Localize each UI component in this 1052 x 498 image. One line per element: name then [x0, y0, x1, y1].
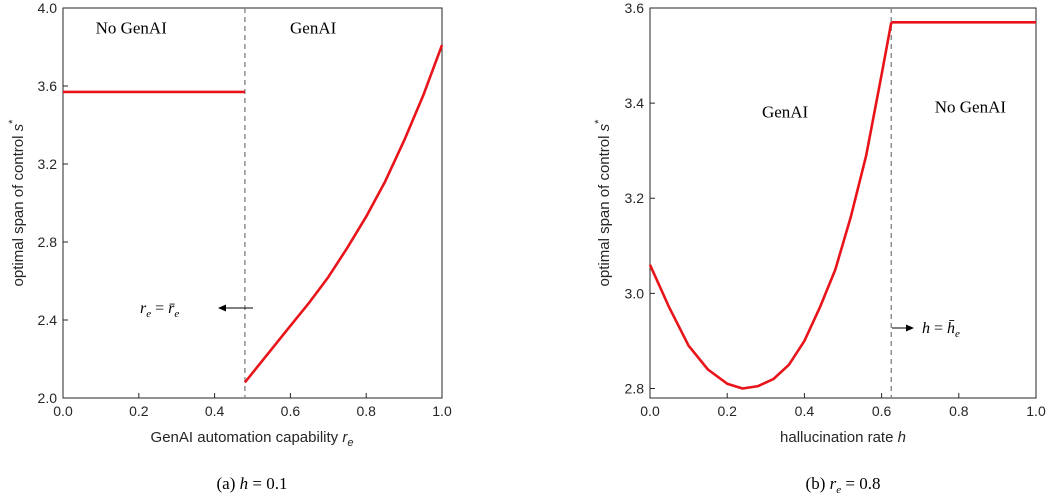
arrowhead-a — [218, 304, 226, 312]
ytick-label-a-2: 2.8 — [38, 234, 58, 250]
ytick-label-a-5: 4.0 — [38, 0, 58, 16]
xtick-label-b-3: 0.6 — [872, 403, 892, 419]
annotation-threshold-a: re = r̄e — [140, 300, 253, 320]
ytick-label-b-0: 2.8 — [625, 380, 645, 396]
xlabel-b: hallucination rate h — [780, 429, 906, 446]
caption-a: (a) h = 0.1 — [217, 474, 288, 493]
xtick-label-a-4: 0.8 — [356, 403, 376, 419]
series-line-b-0 — [648, 22, 893, 390]
xtick-label-a-5: 1.0 — [432, 403, 452, 419]
ytick-label-a-1: 2.4 — [38, 312, 58, 328]
xtick-label-b-2: 0.4 — [795, 403, 815, 419]
ytick-label-a-4: 3.6 — [38, 78, 58, 94]
plot-area-b — [649, 7, 1037, 399]
ylabel-a: optimal span of control s* — [7, 119, 27, 287]
annotation-text-a: re = r̄e — [140, 300, 179, 320]
ytick-label-b-3: 3.4 — [625, 95, 645, 111]
annotation-threshold-b: h = h̄e — [892, 320, 960, 340]
ytick-label-a-0: 2.0 — [38, 390, 58, 406]
ytick-label-b-4: 3.6 — [625, 0, 645, 16]
ticks-a: 0.0 0.2 0.4 0.6 0.8 1.0 2.0 2.4 2.8 3.2 3.6 4.0 — [38, 0, 452, 419]
ytick-label-b-2: 3.2 — [625, 190, 645, 206]
caption-b: (b) re = 0.8 — [806, 474, 881, 496]
ytick-label-b-1: 3.0 — [625, 285, 645, 301]
series-a — [63, 44, 444, 384]
region-label-genai-b: GenAI — [762, 102, 809, 121]
annotation-text-b: h = h̄e — [922, 320, 960, 340]
series-line-a-1 — [243, 44, 444, 384]
xtick-label-a-1: 0.2 — [129, 403, 149, 419]
ylabel-b: optimal span of control s* — [593, 119, 613, 287]
xtick-label-b-4: 0.8 — [949, 403, 969, 419]
xtick-label-a-0: 0.0 — [53, 403, 73, 419]
ticks-b: 0.0 0.2 0.4 0.6 0.8 1.0 2.8 3.0 3.2 3.4 3.6 — [625, 0, 1046, 419]
xtick-label-b-1: 0.2 — [717, 403, 737, 419]
xtick-label-a-3: 0.6 — [281, 403, 301, 419]
xtick-label-a-2: 0.4 — [205, 403, 225, 419]
plot-area-a — [62, 7, 443, 399]
ytick-label-a-3: 3.2 — [38, 156, 58, 172]
region-label-genai-a: GenAI — [290, 18, 337, 37]
arrowhead-b — [906, 324, 914, 332]
xtick-label-b-0: 0.0 — [640, 403, 660, 419]
panel-b: 0.0 0.2 0.4 0.6 0.8 1.02.83.03.23.43.6 GenAI … — [593, 0, 1046, 496]
xtick-label-b-5: 1.0 — [1026, 403, 1046, 419]
xlabel-a: GenAI automation capability re — [151, 429, 354, 449]
region-label-no-genai-a: No GenAI — [96, 18, 168, 37]
region-label-no-genai-b: No GenAI — [935, 98, 1007, 117]
panel-a: 0.0 0.2 0.4 0.6 0.8 1.0 2.0 2.4 2.8 3.2 3.6 4.0 No … — [7, 0, 452, 493]
series-b — [648, 20, 1036, 390]
